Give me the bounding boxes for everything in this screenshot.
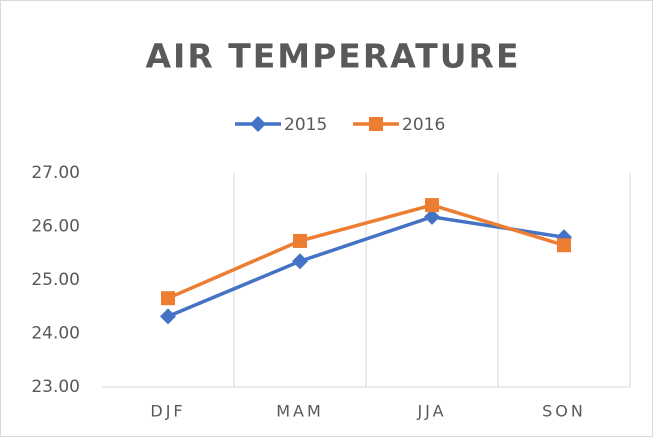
- x-tick-label: JJA: [416, 402, 446, 421]
- marker: [557, 238, 571, 253]
- marker: [161, 291, 175, 306]
- marker: [250, 116, 266, 132]
- y-tick-label: 25.00: [31, 270, 80, 290]
- marker: [425, 198, 439, 213]
- y-tick-label: 26.00: [31, 217, 80, 237]
- line: [167, 203, 565, 300]
- marker: [293, 233, 307, 248]
- y-tick-label: 27.00: [31, 163, 80, 183]
- marker: [369, 117, 383, 131]
- x-tick-label: MAM: [276, 402, 324, 421]
- y-tick-label: 23.00: [31, 377, 80, 397]
- y-tick-label: 24.00: [31, 324, 80, 344]
- legend-label: 2015: [284, 115, 327, 135]
- marker: [292, 253, 308, 270]
- marker: [424, 208, 440, 225]
- line: [167, 215, 565, 318]
- chart-title: AIR TEMPERATURE: [146, 37, 521, 76]
- marker: [160, 308, 176, 325]
- legend-label: 2016: [402, 115, 445, 135]
- x-tick-label: SON: [542, 402, 586, 421]
- x-tick-label: DJF: [150, 402, 185, 421]
